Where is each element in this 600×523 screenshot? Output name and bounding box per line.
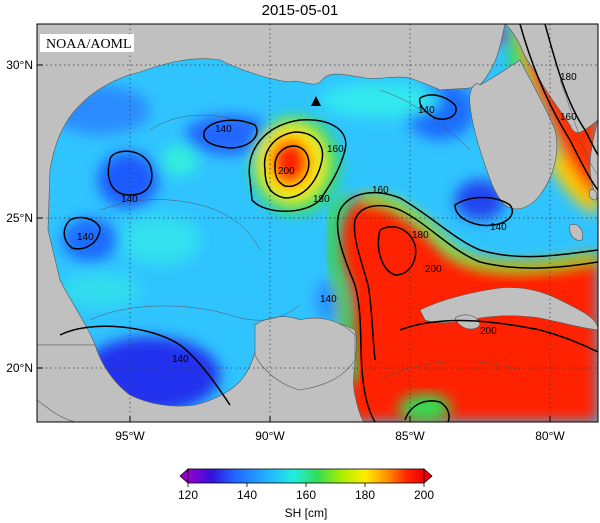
lon-label-85: 85°W [395, 429, 425, 443]
lon-label-80: 80°W [535, 429, 565, 443]
contour-140-east [418, 94, 457, 120]
contour-label: 180 [313, 194, 330, 205]
lon-label-95: 95°W [115, 429, 145, 443]
contour-label: 140 [418, 105, 435, 116]
lon-label-90: 90°W [255, 429, 285, 443]
contour-140-keys [454, 196, 513, 227]
contour-labels: 140 140 140 140 140 140 140 160 160 160 … [77, 72, 577, 365]
minor-contours [89, 79, 598, 381]
contour-180-eddy [263, 131, 324, 199]
contour-140-south [59, 325, 231, 406]
contour-200-loop [377, 226, 417, 276]
credit-box: NOAA/AOML [40, 34, 134, 52]
lat-label-30: 30°N [6, 58, 33, 72]
station-marker-icon [311, 96, 321, 106]
graticule [37, 24, 598, 422]
contour-label: 140 [490, 222, 507, 233]
contour-label: 160 [327, 144, 344, 155]
contour-label: 180 [412, 230, 429, 241]
colorbar-label: SH [cm] [285, 506, 328, 520]
lat-label-25: 25°N [6, 211, 33, 225]
map-frame [36, 23, 599, 423]
colorbar-max-arrow [423, 468, 433, 484]
contour-label: 140 [215, 124, 232, 135]
map-title: 2015-05-01 [261, 2, 339, 19]
land-masses [37, 24, 598, 422]
colorbar-ramp [187, 468, 425, 484]
contour-180-loop [353, 204, 598, 361]
lat-labels: 30°N 25°N 20°N [6, 58, 33, 375]
colorbar-tick: 160 [296, 488, 316, 502]
contour-140-southwest [63, 216, 101, 250]
contour-label: 200 [278, 166, 295, 177]
colorbar-tick: 200 [414, 488, 434, 502]
lon-labels: 95°W 90°W 85°W 80°W [115, 429, 565, 443]
colorbar-tick: 180 [355, 488, 375, 502]
major-contours [59, 24, 598, 422]
contour-200-eddy [274, 145, 310, 188]
credit-text: NOAA/AOML [46, 37, 132, 52]
contour-label: 140 [121, 194, 138, 205]
contour-label: 160 [560, 112, 577, 123]
contour-160-florida-current [519, 24, 598, 191]
contour-label: 200 [480, 326, 497, 337]
contour-140-west [107, 150, 153, 196]
contour-200-south [399, 319, 598, 353]
contour-180-south [404, 400, 450, 422]
contour-180-florida-current [544, 24, 598, 156]
contour-label: 160 [372, 185, 389, 196]
colorbar: 120 140 160 180 200 SH [cm] [178, 468, 434, 520]
contour-140-north [203, 119, 258, 149]
colorbar-tick: 120 [178, 488, 198, 502]
contour-label: 140 [77, 232, 94, 243]
contour-label: 200 [425, 264, 442, 275]
contour-label: 140 [320, 294, 337, 305]
colorbar-tick: 140 [237, 488, 257, 502]
colorbar-min-arrow [179, 468, 189, 484]
lat-label-20: 20°N [6, 361, 33, 375]
contour-160-loop [336, 191, 598, 422]
contour-label: 140 [172, 354, 189, 365]
axis-ticks [37, 64, 551, 422]
contour-160-eddy [248, 119, 347, 212]
contour-label: 180 [560, 72, 577, 83]
